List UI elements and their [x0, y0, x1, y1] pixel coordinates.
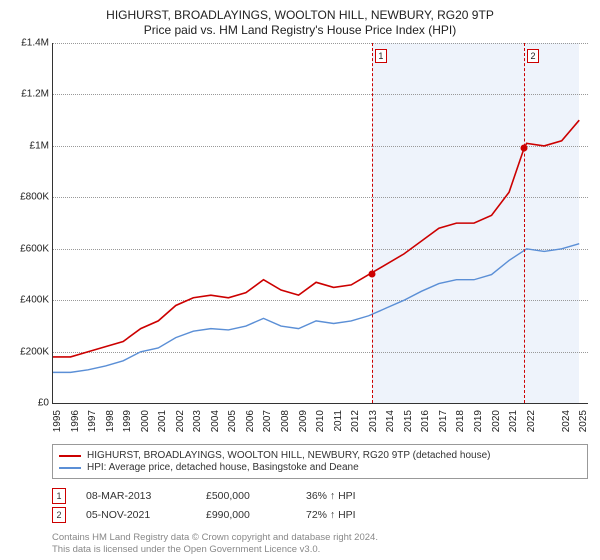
- x-tick-label: 2016: [420, 410, 431, 432]
- sale-delta: 72% ↑ HPI: [306, 509, 356, 521]
- legend-item: HIGHURST, BROADLAYINGS, WOOLTON HILL, NE…: [59, 450, 581, 461]
- x-tick-label: 2001: [157, 410, 168, 432]
- x-tick-label: 2019: [473, 410, 484, 432]
- chart-plot-area: £0£200K£400K£600K£800K£1M£1.2M£1.4M12: [52, 43, 588, 404]
- marker-vline: [524, 43, 525, 403]
- x-tick-label: 2024: [561, 410, 572, 432]
- x-tick-label: 2020: [491, 410, 502, 432]
- x-tick-label: 1997: [87, 410, 98, 432]
- x-tick-label: 2000: [140, 410, 151, 432]
- x-tick-label: 2012: [350, 410, 361, 432]
- chart-container: HIGHURST, BROADLAYINGS, WOOLTON HILL, NE…: [0, 0, 600, 560]
- x-axis-ticks: 1995 1996 1997 1998 1999 2000 2001 2002 2003 2004…: [52, 408, 588, 440]
- x-tick-label: 2015: [403, 410, 414, 432]
- x-tick-label: 2007: [262, 410, 273, 432]
- y-tick-label: £0: [38, 398, 49, 409]
- x-tick-label: 1996: [70, 410, 81, 432]
- x-tick-label: 1998: [105, 410, 116, 432]
- attribution-line2: This data is licensed under the Open Gov…: [52, 544, 588, 556]
- attribution-line1: Contains HM Land Registry data © Crown c…: [52, 532, 588, 544]
- legend-label: HPI: Average price, detached house, Basi…: [87, 462, 359, 473]
- marker-badge: 2: [527, 49, 539, 63]
- x-tick-label: 2009: [298, 410, 309, 432]
- x-tick-label: 1999: [122, 410, 133, 432]
- legend-item: HPI: Average price, detached house, Basi…: [59, 462, 581, 473]
- sales-table: 1 08-MAR-2013 £500,000 36% ↑ HPI 2 05-NOV-202…: [52, 485, 588, 526]
- x-tick-label: 1995: [52, 410, 63, 432]
- series-hpi: [53, 244, 579, 373]
- y-tick-label: £800K: [20, 192, 49, 203]
- y-tick-label: £1.2M: [21, 89, 49, 100]
- legend-swatch: [59, 455, 81, 457]
- x-tick-label: 2013: [368, 410, 379, 432]
- title-line1: HIGHURST, BROADLAYINGS, WOOLTON HILL, NE…: [12, 8, 588, 22]
- y-tick-label: £1M: [30, 140, 49, 151]
- sale-delta: 36% ↑ HPI: [306, 490, 356, 502]
- y-tick-label: £600K: [20, 243, 49, 254]
- x-tick-label: 2018: [455, 410, 466, 432]
- sale-date: 08-MAR-2013: [86, 490, 186, 502]
- attribution: Contains HM Land Registry data © Crown c…: [52, 532, 588, 556]
- x-tick-label: 2022: [526, 410, 537, 432]
- x-tick-label: 2008: [280, 410, 291, 432]
- sale-badge: 1: [52, 488, 66, 504]
- x-tick-label: 2011: [333, 410, 344, 432]
- sale-row: 2 05-NOV-2021 £990,000 72% ↑ HPI: [52, 507, 588, 523]
- title-line2: Price paid vs. HM Land Registry's House …: [12, 23, 588, 37]
- x-tick-label: 2021: [508, 410, 519, 432]
- sale-date: 05-NOV-2021: [86, 509, 186, 521]
- sale-price: £990,000: [206, 509, 286, 521]
- marker-badge: 1: [375, 49, 387, 63]
- sale-badge: 2: [52, 507, 66, 523]
- marker-vline: [372, 43, 373, 403]
- y-tick-label: £400K: [20, 295, 49, 306]
- x-tick-label: 2010: [315, 410, 326, 432]
- y-tick-label: £200K: [20, 346, 49, 357]
- y-tick-label: £1.4M: [21, 38, 49, 49]
- sale-row: 1 08-MAR-2013 £500,000 36% ↑ HPI: [52, 488, 588, 504]
- series-svg: [53, 43, 588, 403]
- legend: HIGHURST, BROADLAYINGS, WOOLTON HILL, NE…: [52, 444, 588, 479]
- legend-label: HIGHURST, BROADLAYINGS, WOOLTON HILL, NE…: [87, 450, 490, 461]
- x-tick-label: 2004: [210, 410, 221, 432]
- x-tick-label: 2025: [578, 410, 589, 432]
- x-tick-label: 2002: [175, 410, 186, 432]
- legend-swatch: [59, 467, 81, 469]
- sale-point: [520, 145, 527, 152]
- x-tick-label: 2014: [385, 410, 396, 432]
- x-tick-label: 2005: [227, 410, 238, 432]
- sale-point: [368, 271, 375, 278]
- x-tick-label: 2003: [192, 410, 203, 432]
- x-tick-label: 2006: [245, 410, 256, 432]
- x-tick-label: 2017: [438, 410, 449, 432]
- title-block: HIGHURST, BROADLAYINGS, WOOLTON HILL, NE…: [12, 8, 588, 37]
- sale-price: £500,000: [206, 490, 286, 502]
